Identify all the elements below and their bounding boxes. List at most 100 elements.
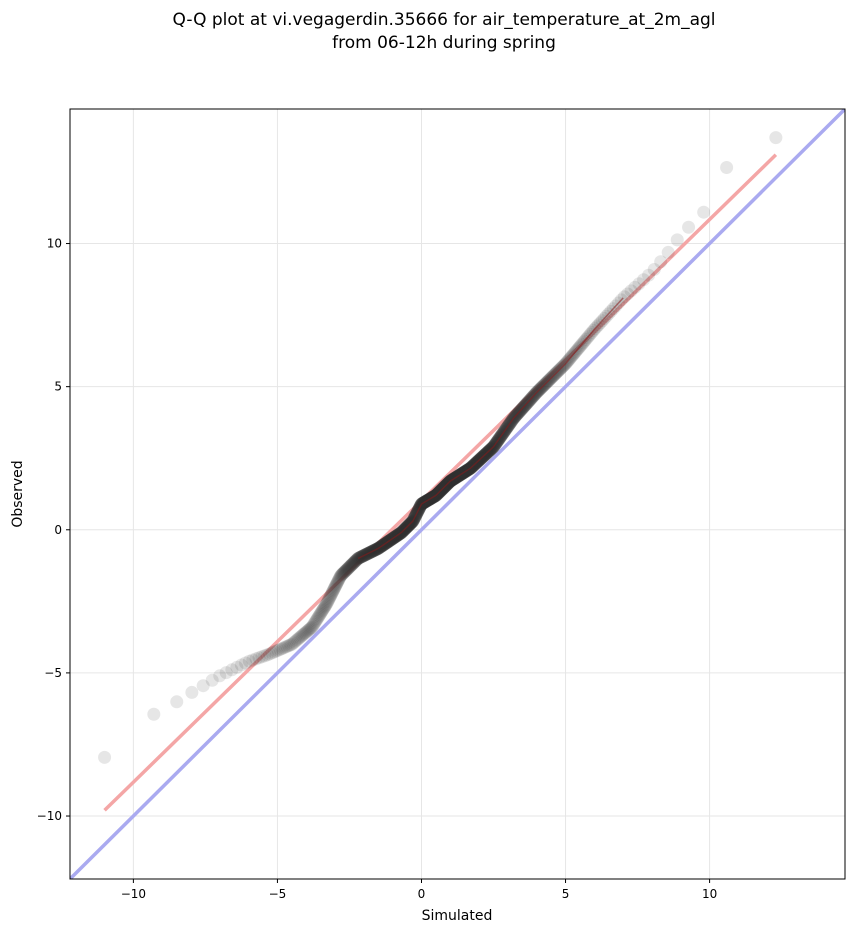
qq-point [320,596,334,610]
qq-point [205,673,219,687]
qq-point [267,645,281,659]
qq-point [343,559,357,573]
qq-point [720,161,734,175]
qq-point [273,642,287,656]
qq-point [350,552,364,566]
qq-point [769,131,783,145]
x-tick-label: 0 [418,887,426,901]
reference-lines [70,109,845,879]
qq-point [621,287,635,301]
qq-point [315,605,329,619]
qq-point [317,601,331,615]
qq-point [347,555,361,569]
qq-point [316,602,330,616]
plot-area-frame [69,108,846,880]
y-axis-label: Observed [10,460,26,527]
qq-point [632,277,646,291]
qq-point [213,669,227,683]
qq-point [289,634,303,648]
qq-point [628,280,642,294]
qq-point [309,614,323,628]
y-tick-label: 10 [47,237,62,251]
qq-point [347,556,361,570]
qq-point [340,563,354,577]
qq-point [298,626,312,640]
qq-point [230,660,244,674]
qq-point [255,650,269,664]
qq-point [305,620,319,634]
qq-point [246,653,260,667]
y-tick-label: −5 [44,666,62,680]
qq-point [271,643,285,657]
qq-point [344,558,358,572]
qq-point [329,579,343,593]
qq-point [347,556,361,570]
qq-point [341,561,355,575]
qq-point [269,644,283,658]
qq-point [288,635,302,649]
qq-point [343,560,357,574]
qq-point [310,613,324,627]
qq-point [350,553,364,567]
identity-line [70,109,845,879]
qq-point [327,583,341,597]
qq-point [331,575,345,589]
qq-point [344,559,358,573]
qq-point [336,567,350,581]
qq-point [327,581,341,595]
qq-point [283,638,297,652]
qq-point [341,562,355,576]
qq-point [185,685,199,699]
qq-point [345,557,359,571]
qq-point [282,639,296,653]
qq-point [319,599,333,613]
qq-point [337,566,351,580]
qq-point [345,558,359,572]
qq-point [642,268,656,282]
qq-point [332,572,346,586]
qq-point [661,245,675,259]
qq-point [322,592,336,606]
qq-point [326,584,340,598]
qq-point [333,571,347,585]
qq-point [314,606,328,620]
grid-lines [70,109,845,879]
qq-point [647,262,661,276]
qq-point [285,637,299,651]
y-tick-label: −10 [37,809,62,823]
x-axis-ticks: −10 −5 0 5 10 [121,879,717,901]
qq-point [275,642,289,656]
qq-point [308,616,322,630]
qq-point [342,561,356,575]
y-tick-label: 0 [54,523,62,537]
qq-point [334,568,348,582]
qq-point [670,233,684,247]
qq-point [265,646,279,660]
qq-point [338,565,352,579]
qq-point [263,647,277,661]
qq-point [225,663,239,677]
qq-point [310,611,324,625]
chart-title-line2: from 06-12h during spring [332,33,556,53]
y-axis-ticks: −10 −5 0 5 10 [37,237,70,823]
qq-point [682,220,696,234]
qq-point [330,576,344,590]
x-axis-label: Simulated [422,908,493,924]
qq-point [697,205,711,219]
qq-point [338,564,352,578]
qq-point [278,640,292,654]
qq-point [331,574,345,588]
qq-point [328,580,342,594]
qq-point [339,563,353,577]
x-tick-label: −10 [121,887,146,901]
qq-point [98,750,112,764]
qq-point [324,588,338,602]
qq-point [337,565,351,579]
qq-point [307,617,321,631]
qq-point [295,628,309,642]
qq-point [346,557,360,571]
chart-title-line1: Q-Q plot at vi.vegagerdin.35666 for air_… [172,10,715,30]
qq-point [196,679,210,693]
qq-point [350,552,364,566]
qq-point [329,578,343,592]
